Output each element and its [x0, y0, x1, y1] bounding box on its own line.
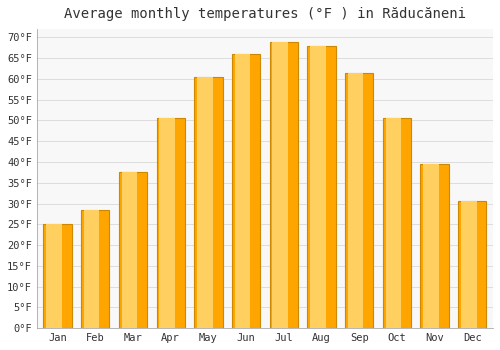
Bar — [420, 164, 449, 328]
Bar — [310, 46, 326, 328]
Bar — [194, 77, 222, 328]
Bar — [81, 210, 110, 328]
Bar — [44, 224, 72, 328]
Bar — [424, 164, 439, 328]
Bar — [461, 202, 476, 328]
Bar — [197, 77, 212, 328]
Bar — [386, 118, 401, 328]
Bar — [84, 210, 100, 328]
Bar — [270, 42, 298, 328]
Bar — [46, 224, 62, 328]
Bar — [383, 118, 411, 328]
Bar — [235, 54, 250, 328]
Bar — [348, 73, 364, 328]
Bar — [345, 73, 374, 328]
Bar — [308, 46, 336, 328]
Bar — [458, 202, 486, 328]
Bar — [272, 42, 288, 328]
Bar — [160, 118, 175, 328]
Bar — [122, 173, 137, 328]
Bar — [232, 54, 260, 328]
Bar — [156, 118, 185, 328]
Title: Average monthly temperatures (°F ) in Răducăneni: Average monthly temperatures (°F ) in Ră… — [64, 7, 466, 21]
Bar — [119, 173, 147, 328]
